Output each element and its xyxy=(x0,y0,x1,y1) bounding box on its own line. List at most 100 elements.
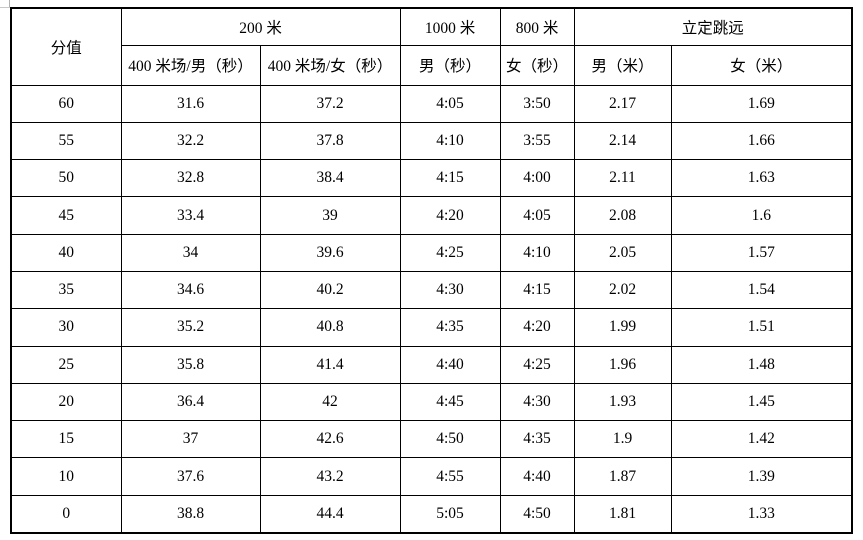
table-row: 55 32.2 37.8 4:10 3:55 2.14 1.66 xyxy=(10,121,853,161)
header-group-1000m: 1000 米 xyxy=(399,7,501,46)
table-row: 60 31.6 37.2 4:05 3:50 2.17 1.69 xyxy=(10,84,853,123)
value-cell: 4:40 xyxy=(499,457,575,496)
header-sub-row: 400 米场/男（秒） 400 米场/女（秒） 男（秒） 女（秒） 男（米） 女… xyxy=(11,44,853,86)
value-cell: 4:10 xyxy=(499,233,575,272)
table-row: 20 36.4 42 4:45 4:30 1.93 1.45 xyxy=(10,382,853,422)
value-cell: 1.6 xyxy=(670,196,853,235)
value-cell: 1.69 xyxy=(670,84,853,123)
table-body: 60 31.6 37.2 4:05 3:50 2.17 1.69 55 32.2 37.8 4:10… xyxy=(10,84,853,534)
value-cell: 1.96 xyxy=(573,345,672,384)
value-cell: 4:30 xyxy=(399,270,501,310)
table-header: 分值 200 米 1000 米 800 米 立定跳远 400 米场/男（秒） 4… xyxy=(10,7,853,86)
score-cell: 50 xyxy=(10,159,122,198)
value-cell: 1.81 xyxy=(573,494,672,534)
score-cell: 0 xyxy=(10,494,122,534)
value-cell: 1.57 xyxy=(670,233,853,272)
score-cell: 35 xyxy=(10,270,122,310)
value-cell: 1.48 xyxy=(670,345,853,384)
score-cell: 25 xyxy=(10,345,122,384)
score-cell: 55 xyxy=(10,121,122,161)
value-cell: 1.93 xyxy=(573,382,672,422)
value-cell: 4:35 xyxy=(399,308,501,347)
value-cell: 1.42 xyxy=(670,420,853,459)
value-cell: 39 xyxy=(259,196,401,235)
value-cell: 38.4 xyxy=(259,159,401,198)
value-cell: 2.11 xyxy=(573,159,672,198)
value-cell: 1.33 xyxy=(670,494,853,534)
table-row: 0 38.8 44.4 5:05 4:50 1.81 1.33 xyxy=(10,494,853,534)
header-1000m-male: 男（秒） xyxy=(399,44,501,86)
value-cell: 42 xyxy=(259,382,401,422)
value-cell: 2.02 xyxy=(573,270,672,310)
value-cell: 40.2 xyxy=(259,270,401,310)
table-row: 30 35.2 40.8 4:35 4:20 1.99 1.51 xyxy=(10,308,853,347)
value-cell: 2.08 xyxy=(573,196,672,235)
table-row: 45 33.4 39 4:20 4:05 2.08 1.6 xyxy=(10,196,853,235)
value-cell: 1.54 xyxy=(670,270,853,310)
table-row: 35 34.6 40.2 4:30 4:15 2.02 1.54 xyxy=(10,270,853,310)
score-cell: 10 xyxy=(10,457,122,496)
score-cell: 40 xyxy=(10,233,122,272)
value-cell: 3:50 xyxy=(499,84,575,123)
table-anchor-mark-horizontal xyxy=(0,7,10,8)
value-cell: 4:15 xyxy=(499,270,575,310)
header-jump-female: 女（米） xyxy=(670,44,853,86)
value-cell: 34.6 xyxy=(120,270,261,310)
table-row: 40 34 39.6 4:25 4:10 2.05 1.57 xyxy=(10,233,853,272)
value-cell: 4:25 xyxy=(499,345,575,384)
value-cell: 1.99 xyxy=(573,308,672,347)
value-cell: 4:10 xyxy=(399,121,501,161)
value-cell: 1.51 xyxy=(670,308,853,347)
value-cell: 4:55 xyxy=(399,457,501,496)
score-cell: 20 xyxy=(10,382,122,422)
header-400m-female: 400 米场/女（秒） xyxy=(259,44,401,86)
value-cell: 42.6 xyxy=(259,420,401,459)
value-cell: 3:55 xyxy=(499,121,575,161)
value-cell: 39.6 xyxy=(259,233,401,272)
value-cell: 35.8 xyxy=(120,345,261,384)
score-cell: 15 xyxy=(10,420,122,459)
score-cell: 60 xyxy=(10,84,122,123)
score-cell: 45 xyxy=(10,196,122,235)
table-row: 50 32.8 38.4 4:15 4:00 2.11 1.63 xyxy=(10,159,853,198)
table-row: 25 35.8 41.4 4:40 4:25 1.96 1.48 xyxy=(10,345,853,384)
value-cell: 40.8 xyxy=(259,308,401,347)
value-cell: 38.8 xyxy=(120,494,261,534)
score-cell: 30 xyxy=(10,308,122,347)
value-cell: 43.2 xyxy=(259,457,401,496)
value-cell: 4:35 xyxy=(499,420,575,459)
score-table: 分值 200 米 1000 米 800 米 立定跳远 400 米场/男（秒） 4… xyxy=(10,7,854,534)
value-cell: 37.8 xyxy=(259,121,401,161)
value-cell: 5:05 xyxy=(399,494,501,534)
value-cell: 4:40 xyxy=(399,345,501,384)
value-cell: 4:20 xyxy=(399,196,501,235)
value-cell: 37.6 xyxy=(120,457,261,496)
value-cell: 37.2 xyxy=(259,84,401,123)
value-cell: 37 xyxy=(120,420,261,459)
header-jump-male: 男（米） xyxy=(573,44,672,86)
value-cell: 2.14 xyxy=(573,121,672,161)
value-cell: 1.66 xyxy=(670,121,853,161)
value-cell: 33.4 xyxy=(120,196,261,235)
value-cell: 36.4 xyxy=(120,382,261,422)
value-cell: 2.05 xyxy=(573,233,672,272)
value-cell: 1.45 xyxy=(670,382,853,422)
value-cell: 2.17 xyxy=(573,84,672,123)
value-cell: 4:45 xyxy=(399,382,501,422)
value-cell: 1.63 xyxy=(670,159,853,198)
value-cell: 4:00 xyxy=(499,159,575,198)
header-400m-male: 400 米场/男（秒） xyxy=(120,44,261,86)
table-anchor-mark-vertical xyxy=(9,0,10,8)
header-score: 分值 xyxy=(10,7,122,86)
value-cell: 4:05 xyxy=(499,196,575,235)
header-group-200m: 200 米 xyxy=(120,7,401,46)
value-cell: 31.6 xyxy=(120,84,261,123)
value-cell: 1.9 xyxy=(573,420,672,459)
table-row: 15 37 42.6 4:50 4:35 1.9 1.42 xyxy=(10,420,853,459)
table-row: 10 37.6 43.2 4:55 4:40 1.87 1.39 xyxy=(10,457,853,496)
value-cell: 32.2 xyxy=(120,121,261,161)
header-group-long-jump: 立定跳远 xyxy=(573,7,853,46)
header-group-800m: 800 米 xyxy=(499,7,575,46)
value-cell: 4:25 xyxy=(399,233,501,272)
